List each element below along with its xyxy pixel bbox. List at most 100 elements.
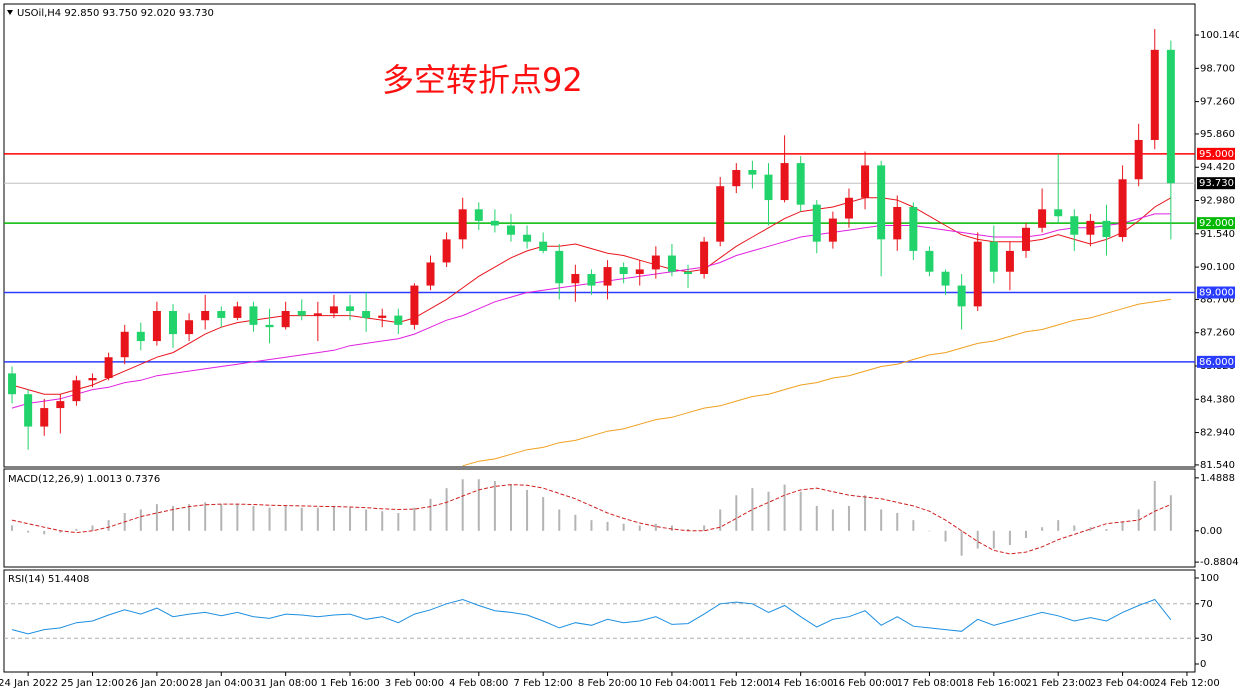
candle-body: [120, 331, 129, 358]
candle-body: [1038, 209, 1047, 228]
menu-arrow: [7, 10, 13, 15]
macd-bar: [880, 509, 883, 531]
macd-bar: [381, 511, 384, 531]
candle-body: [925, 250, 934, 272]
candle-body: [313, 313, 322, 316]
macd-bar: [139, 509, 142, 531]
candle-body: [281, 310, 290, 328]
candle-body: [1086, 220, 1095, 235]
macd-bar: [719, 509, 722, 531]
macd-bar: [1153, 481, 1156, 531]
candle-body: [893, 206, 902, 240]
macd-bar: [59, 530, 62, 533]
candle-body: [168, 310, 177, 335]
level-label-box: [1197, 355, 1235, 368]
candle-body: [297, 310, 306, 316]
x-tick-label: 21 Feb 23:00: [1025, 678, 1091, 689]
x-tick-label: 26 Jan 20:00: [125, 678, 188, 689]
level-label: 86.000: [1199, 357, 1234, 368]
y-tick-label: 81.540: [1200, 460, 1235, 471]
macd-bar: [493, 481, 496, 531]
y-tick-label: 90.100: [1200, 262, 1235, 273]
level-label: 89.000: [1199, 288, 1234, 299]
macd-bar: [91, 525, 94, 531]
price-label-box: [1197, 177, 1235, 190]
macd-title: MACD(12,26,9) 1.0013 0.7376: [8, 474, 160, 485]
candle-body: [136, 331, 145, 342]
candle-body: [667, 255, 676, 272]
candle-body: [700, 241, 709, 275]
macd-bar: [542, 497, 545, 531]
candle-body: [1070, 216, 1079, 235]
candle-body: [40, 408, 49, 427]
candle-body: [378, 315, 387, 318]
macd-bar: [107, 520, 110, 531]
macd-bar: [606, 521, 609, 531]
level-label-box: [1197, 147, 1235, 160]
candle-body: [329, 306, 338, 314]
candle-body: [828, 218, 837, 242]
macd-bar: [960, 530, 963, 556]
price-label: 93.730: [1199, 178, 1234, 189]
macd-bar: [75, 529, 78, 531]
candle-body: [603, 267, 612, 286]
macd-signal: [11, 484, 1172, 555]
candle-body: [619, 267, 628, 275]
macd-bar: [188, 504, 191, 531]
macd-bar: [1008, 530, 1011, 546]
x-tick-label: 4 Feb 08:00: [449, 678, 508, 689]
macd-bar: [783, 484, 786, 531]
macd-bar: [1025, 530, 1028, 538]
y-tick-label: 94.420: [1200, 162, 1235, 173]
candle-body: [442, 239, 451, 263]
candle-body: [764, 174, 773, 201]
macd-bar: [574, 514, 577, 531]
y-tick-label: 0.00: [1200, 526, 1222, 537]
macd-bar: [252, 505, 255, 531]
macd-bar: [799, 491, 802, 531]
candle-body: [72, 380, 81, 402]
macd-bar: [155, 504, 158, 531]
y-tick-label: 84.380: [1200, 394, 1235, 405]
macd-bar: [1169, 495, 1172, 531]
macd-bar: [445, 488, 448, 531]
candle-body: [1166, 49, 1175, 184]
x-tick-label: 25 Jan 12:00: [61, 678, 124, 689]
candle-body: [973, 241, 982, 307]
candle-body: [635, 269, 644, 275]
main-title: USOil,H4 92.850 93.750 92.020 93.730: [17, 8, 214, 19]
macd-panel: [3, 468, 1196, 568]
candle-body: [217, 310, 226, 318]
y-tick-label: 97.260: [1200, 97, 1235, 108]
candle-body: [909, 206, 918, 251]
x-tick-label: 3 Feb 00:00: [385, 678, 444, 689]
x-tick-label: 16 Feb 00:00: [832, 678, 898, 689]
moving-average: [462, 298, 1171, 467]
candle-body: [796, 163, 805, 205]
candle-body: [56, 401, 65, 409]
macd-bar: [847, 505, 850, 531]
macd-bar: [735, 495, 738, 531]
candle-body: [346, 306, 355, 311]
x-tick-label: 10 Feb 04:00: [639, 678, 705, 689]
macd-bar: [509, 484, 512, 531]
macd-bar: [654, 523, 657, 531]
candle-body: [941, 271, 950, 286]
macd-bar: [349, 507, 352, 531]
macd-bar: [43, 530, 46, 535]
candle-body: [1118, 179, 1127, 238]
level-label: 95.000: [1199, 149, 1234, 160]
candle-body: [523, 234, 532, 242]
candle-body: [812, 204, 821, 242]
x-tick-label: 1 Feb 16:00: [320, 678, 379, 689]
candle-body: [1054, 209, 1063, 217]
candle-body: [989, 241, 998, 272]
x-tick-label: 17 Feb 08:00: [897, 678, 963, 689]
candle-body: [748, 170, 757, 175]
y-tick-label: 98.700: [1200, 63, 1235, 74]
y-tick-label: 95.860: [1200, 129, 1235, 140]
macd-bar: [638, 525, 641, 531]
macd-bar: [590, 520, 593, 531]
y-tick-label: 100.140: [1200, 30, 1239, 41]
candle-body: [506, 225, 515, 235]
